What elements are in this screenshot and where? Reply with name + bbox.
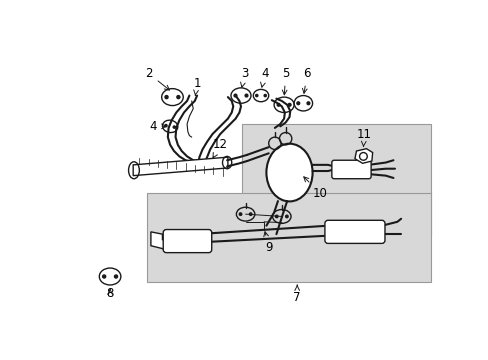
Circle shape — [239, 213, 241, 215]
Text: 6: 6 — [302, 67, 310, 93]
Text: 3: 3 — [240, 67, 248, 87]
Polygon shape — [354, 149, 372, 163]
Circle shape — [173, 126, 175, 128]
Bar — [241, 124, 430, 236]
Text: 1: 1 — [193, 77, 201, 95]
Circle shape — [285, 215, 287, 218]
Circle shape — [296, 102, 299, 105]
Circle shape — [102, 275, 105, 278]
Circle shape — [234, 94, 236, 97]
Text: 2: 2 — [145, 67, 169, 90]
Text: 7: 7 — [293, 285, 300, 304]
Text: 4: 4 — [149, 120, 166, 133]
Text: 4: 4 — [260, 67, 268, 87]
Circle shape — [255, 94, 257, 97]
Circle shape — [164, 95, 168, 99]
Ellipse shape — [266, 144, 311, 201]
Circle shape — [306, 102, 309, 105]
Circle shape — [177, 95, 180, 99]
Circle shape — [287, 103, 290, 106]
Text: 8: 8 — [106, 287, 114, 300]
Polygon shape — [133, 157, 227, 176]
FancyBboxPatch shape — [331, 160, 370, 179]
Circle shape — [114, 275, 117, 278]
Circle shape — [277, 103, 280, 106]
Polygon shape — [151, 232, 166, 249]
Text: 12: 12 — [212, 138, 227, 158]
Circle shape — [249, 213, 251, 215]
Text: 11: 11 — [356, 127, 371, 147]
Text: 5: 5 — [282, 67, 289, 95]
Circle shape — [164, 125, 167, 127]
Circle shape — [264, 94, 266, 97]
Circle shape — [244, 94, 247, 97]
Text: 10: 10 — [303, 177, 327, 200]
Bar — [147, 193, 430, 282]
FancyBboxPatch shape — [324, 220, 384, 243]
FancyBboxPatch shape — [163, 230, 211, 253]
Circle shape — [275, 215, 277, 218]
Text: 9: 9 — [263, 232, 272, 254]
